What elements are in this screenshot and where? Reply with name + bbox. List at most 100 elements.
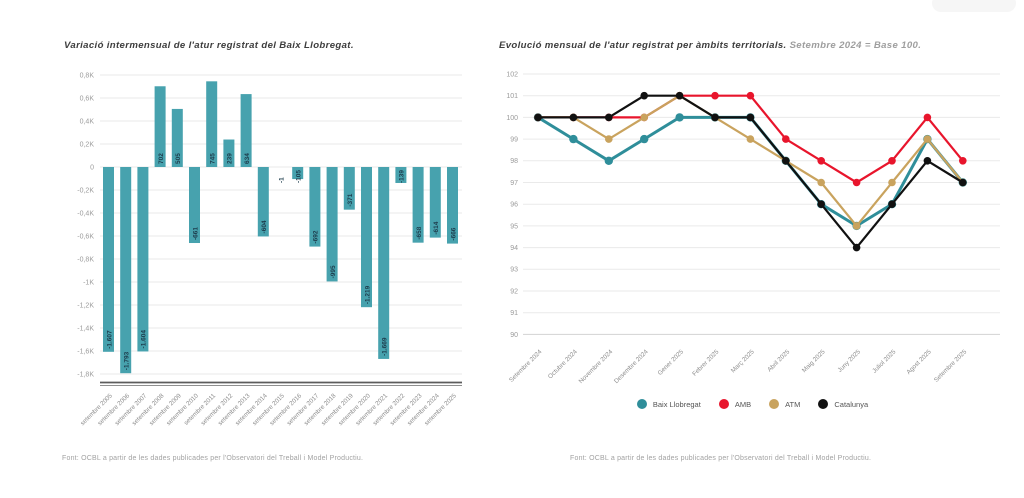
left-bar-chart: 0,8K 0,6K 0,4K 0,2K 0 -0,2K -0,4K -0,6K -0,8K -1K…	[77, 72, 462, 427]
legend-item-amb[interactable]: AMB	[718, 399, 752, 409]
y-axis-tick-label: -0,2K	[77, 187, 94, 194]
bar-value-label: -692	[313, 230, 320, 243]
bar	[206, 81, 218, 167]
x-axis-tick-label: Octubre 2024	[547, 348, 579, 380]
legend-color-dot	[718, 399, 729, 409]
x-axis-tick-label: Març 2025	[730, 348, 756, 374]
bar	[326, 167, 338, 282]
data-point-catalunya	[675, 91, 684, 100]
x-axis-tick-label: Abril 2025	[766, 348, 791, 373]
bar	[120, 167, 132, 374]
y-axis-tick-label: 98	[510, 158, 518, 165]
bar-value-label: 702	[158, 153, 165, 164]
bar	[447, 167, 458, 244]
bar-value-label: -1.793	[124, 351, 131, 370]
y-axis-tick-label: -0,6K	[77, 233, 94, 240]
right-chart-footer: Font: OCBL a partir de les dades publica…	[570, 455, 872, 462]
data-point-catalunya	[817, 200, 825, 208]
y-axis-tick-label: 101	[506, 93, 518, 100]
data-point-amb	[782, 135, 790, 143]
y-axis-tick-label: 92	[510, 288, 518, 295]
data-point-amb	[923, 113, 932, 122]
legend-color-dot	[636, 399, 647, 409]
x-axis-tick-label: Setembre 2024	[508, 348, 544, 384]
y-axis-tick-label: 102	[506, 71, 518, 78]
legend-item-label: Catalunya	[834, 399, 869, 409]
legend-color-dot	[818, 399, 829, 409]
left-chart-title: Variació intermensual de l'atur registra…	[64, 40, 354, 51]
data-point-catalunya	[888, 200, 896, 208]
bar-value-label: -666	[450, 227, 457, 240]
y-axis-tick-label: 93	[510, 267, 518, 274]
bar	[412, 167, 424, 243]
data-point-baix-llobregat	[569, 134, 578, 144]
x-axis-tick-label: Maig 2025	[801, 348, 827, 374]
data-point-catalunya	[711, 113, 719, 122]
bar-value-label: 634	[244, 153, 251, 164]
data-point-catalunya	[534, 113, 542, 122]
y-axis-tick-label: -1,8K	[77, 371, 94, 378]
data-point-atm	[817, 178, 825, 187]
y-axis-tick-label: 0,2K	[80, 141, 95, 148]
bar	[189, 167, 200, 244]
right-chart-legend: Baix Llobregat AMB ATM Catalunya	[495, 399, 1010, 409]
bar-value-label: -995	[330, 265, 337, 278]
bar-value-label: -604	[261, 220, 268, 233]
bar	[257, 167, 269, 237]
x-axis-tick-label: Gener 2025	[657, 348, 686, 377]
legend-item-label: ATM	[785, 399, 801, 409]
x-axis-tick-label: Febrer 2025	[691, 348, 721, 378]
data-point-amb	[746, 91, 755, 100]
data-point-catalunya	[605, 113, 613, 122]
bar	[343, 167, 355, 210]
data-point-atm	[746, 135, 755, 143]
right-chart-title: Evolució mensual de l'atur registrat per…	[499, 40, 921, 51]
bar	[171, 108, 183, 167]
data-point-amb	[852, 178, 861, 187]
bar-value-label: 239	[227, 153, 234, 164]
y-axis-tick-label: 91	[510, 310, 518, 317]
data-point-catalunya	[746, 113, 755, 122]
data-point-atm	[605, 135, 613, 143]
y-axis-tick-label: -1,4K	[77, 325, 94, 332]
y-axis-tick-label: 99	[510, 137, 518, 144]
bar	[137, 167, 149, 352]
bar	[154, 86, 166, 167]
x-axis-tick-label: Agost 2025	[905, 348, 933, 376]
legend-item-label: AMB	[734, 399, 752, 409]
data-point-amb	[817, 157, 825, 165]
y-axis-tick-label: -0,8K	[77, 256, 94, 263]
data-point-catalunya	[852, 243, 861, 252]
data-point-catalunya	[959, 178, 967, 187]
legend-item-catalunya[interactable]: Catalunya	[818, 399, 868, 409]
legend-color-dot	[769, 399, 780, 409]
y-axis-tick-label: -1K	[83, 279, 94, 286]
y-axis-tick-label: 0	[90, 164, 94, 171]
data-point-amb	[711, 91, 719, 100]
data-point-amb	[959, 157, 967, 165]
legend-item-atm[interactable]: ATM	[769, 399, 800, 409]
bar	[103, 167, 114, 352]
bar	[309, 167, 321, 247]
bar-value-label: -658	[416, 226, 423, 239]
legend-item-baix-llobregat[interactable]: Baix Llobregat	[636, 399, 701, 409]
data-point-atm	[852, 222, 861, 230]
partial-logo-watermark	[932, 0, 1016, 12]
bar-value-label: 505	[175, 153, 182, 164]
data-point-baix-llobregat	[640, 134, 649, 144]
y-axis-tick-label: -1,6K	[77, 348, 94, 355]
x-axis-tick-label: Juny 2025	[837, 348, 863, 374]
y-axis-tick-label: -1,2K	[77, 302, 94, 309]
y-axis-tick-label: 96	[510, 202, 518, 209]
left-chart-footer: Font: OCBL a partir de les dades publica…	[62, 455, 364, 462]
bar	[223, 139, 235, 167]
data-point-catalunya	[569, 113, 578, 122]
data-point-baix-llobregat	[675, 113, 684, 122]
y-axis-tick-label: 0,6K	[80, 95, 95, 102]
x-axis-tick-label: Desembre 2024	[613, 348, 650, 385]
legend-item-label: Baix Llobregat	[652, 399, 701, 409]
bar	[395, 167, 407, 183]
y-axis-tick-label: 95	[510, 223, 518, 230]
bar	[240, 94, 252, 167]
right-chart-title-main: Evolució mensual de l'atur registrat per…	[499, 40, 787, 51]
